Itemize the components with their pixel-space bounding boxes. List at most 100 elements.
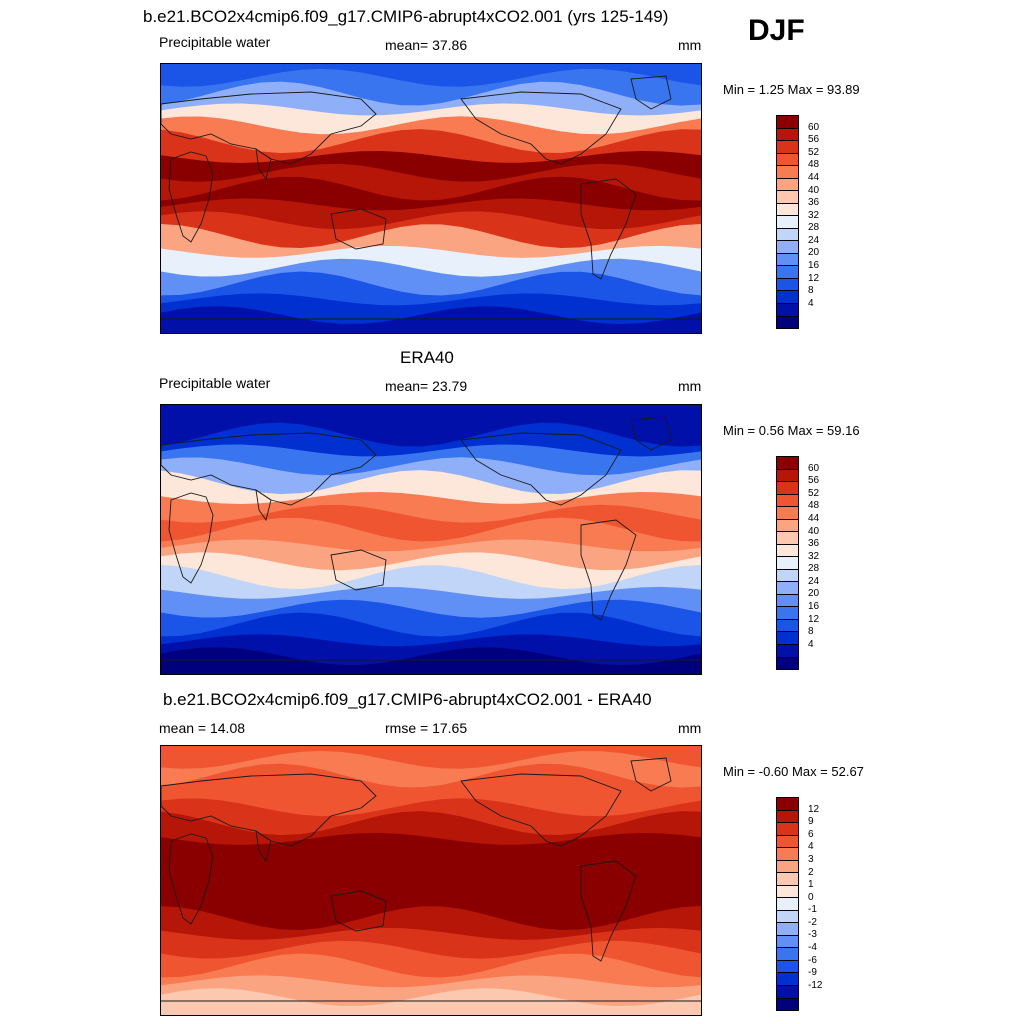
colorbar-tick-label: -4 xyxy=(808,942,817,954)
panel-2-title: ERA40 xyxy=(400,348,454,367)
coastline xyxy=(161,773,377,847)
colorbar-swatch xyxy=(777,885,798,899)
colorbar-tick-label: 9 xyxy=(808,816,814,828)
colorbar-swatch xyxy=(777,519,798,533)
colorbar-swatch xyxy=(777,644,798,658)
colorbar-swatch xyxy=(777,544,798,558)
colorbar-tick-label: 28 xyxy=(808,222,820,234)
field-contour-band xyxy=(161,306,701,333)
colorbar-tick-label: 3 xyxy=(808,853,814,865)
colorbar-swatch xyxy=(777,494,798,508)
colorbar-swatch xyxy=(777,948,798,961)
panel-3-map xyxy=(160,745,702,1016)
colorbar-tick-label: 52 xyxy=(808,487,820,499)
colorbar-tick-label: 28 xyxy=(808,563,820,575)
panel-2-variable-label: Precipitable water xyxy=(159,375,271,391)
colorbar-swatch xyxy=(777,303,798,317)
coastline xyxy=(630,757,672,792)
colorbar-swatch xyxy=(777,657,798,670)
coastline xyxy=(330,890,387,932)
colorbar-tick-label: 4 xyxy=(808,297,814,309)
colorbar-tick-label: 6 xyxy=(808,828,814,840)
coastline xyxy=(255,830,272,863)
colorbar-swatch xyxy=(777,291,798,304)
colorbar-tick-label: 2 xyxy=(808,866,814,878)
colorbar-swatch xyxy=(777,619,798,633)
panel-3-title: b.e21.BCO2x4cmip6.f09_g17.CMIP6-abrupt4x… xyxy=(163,690,652,709)
colorbar-swatch xyxy=(777,191,798,204)
panel-2-colorbar-ticks: 60 56 52 48 44 40 36 32 28 24 20 16 12 8 4 xyxy=(808,456,848,670)
panel-1-mean-label: mean= 37.86 xyxy=(385,37,468,53)
colorbar-tick-label: -12 xyxy=(808,979,823,991)
field-contour-band xyxy=(161,988,701,1015)
colorbar-swatch xyxy=(777,469,798,483)
colorbar-tick-label: 36 xyxy=(808,197,820,209)
colorbar-tick-label: -9 xyxy=(808,967,817,979)
colorbar-swatch xyxy=(777,178,798,192)
colorbar-swatch xyxy=(777,848,798,861)
coastline xyxy=(330,208,387,250)
colorbar-tick-label: -3 xyxy=(808,929,817,941)
panel-3-mean-label: mean = 14.08 xyxy=(159,720,246,736)
colorbar-swatch xyxy=(777,569,798,583)
colorbar-tick-label: -6 xyxy=(808,954,817,966)
colorbar-tick-label: 4 xyxy=(808,638,814,650)
panel-3-rmse-label: rmse = 17.65 xyxy=(385,720,468,736)
colorbar-tick-label: -1 xyxy=(808,904,817,916)
colorbar-swatch xyxy=(777,316,798,329)
colorbar-tick-label: 24 xyxy=(808,575,820,587)
colorbar-swatch xyxy=(777,823,798,836)
panel-3-coastlines xyxy=(161,757,701,1002)
colorbar-swatch xyxy=(777,835,798,849)
colorbar-swatch xyxy=(777,141,798,154)
colorbar-tick-label: 32 xyxy=(808,209,820,221)
colorbar-tick-label: 52 xyxy=(808,146,820,158)
colorbar-tick-label: 44 xyxy=(808,512,820,524)
colorbar-tick-label: 32 xyxy=(808,550,820,562)
panel-1-colorbar-ticks: 60 56 52 48 44 40 36 32 28 24 20 16 12 8 4 xyxy=(808,115,848,329)
panel-1-field-bands xyxy=(161,64,701,333)
colorbar-swatch xyxy=(777,153,798,167)
colorbar-swatch xyxy=(777,860,798,874)
coastline xyxy=(580,178,637,280)
colorbar-tick-label: 12 xyxy=(808,272,820,284)
colorbar-tick-label: 8 xyxy=(808,285,814,297)
panel-3-field-bands xyxy=(161,746,701,1015)
colorbar-swatch xyxy=(777,985,798,999)
colorbar-tick-label: 48 xyxy=(808,159,820,171)
season-label: DJF xyxy=(748,14,805,47)
colorbar-swatch xyxy=(777,116,798,129)
colorbar-swatch xyxy=(777,923,798,936)
coastline xyxy=(630,75,672,110)
colorbar-swatch xyxy=(777,810,798,824)
colorbar-swatch xyxy=(777,266,798,279)
colorbar-tick-label: 4 xyxy=(808,841,814,853)
colorbar-tick-label: 60 xyxy=(808,121,820,133)
coastline xyxy=(161,91,377,165)
colorbar-swatch xyxy=(777,935,798,949)
panel-2-units-label: mm xyxy=(678,378,702,394)
colorbar-tick-label: 24 xyxy=(808,234,820,246)
colorbar-tick-label: 12 xyxy=(808,613,820,625)
colorbar-swatch xyxy=(777,457,798,470)
panel-1-units-label: mm xyxy=(678,37,702,53)
panel-1-title: b.e21.BCO2x4cmip6.f09_g17.CMIP6-abrupt4x… xyxy=(143,7,669,26)
panel-3-colorbar-ticks: 12 9 6 4 3 2 1 0 -1 -2 -3 -4 -6 -9 -12 xyxy=(808,797,848,1011)
colorbar-swatch xyxy=(777,960,798,974)
coastline xyxy=(330,549,387,591)
colorbar-swatch xyxy=(777,973,798,986)
colorbar-tick-label: -2 xyxy=(808,916,817,928)
colorbar-tick-label: 20 xyxy=(808,247,820,259)
colorbar-swatch xyxy=(777,482,798,495)
panel-1-minmax: Min = 1.25 Max = 93.89 xyxy=(723,82,860,97)
coastline xyxy=(580,519,637,621)
field-contour-band xyxy=(161,647,701,674)
colorbar-tick-label: 12 xyxy=(808,803,820,815)
panel-3-colorbar xyxy=(776,797,799,1011)
colorbar-swatch xyxy=(777,594,798,608)
coastline xyxy=(460,432,622,506)
colorbar-swatch xyxy=(777,166,798,179)
colorbar-swatch xyxy=(777,278,798,292)
colorbar-tick-label: 1 xyxy=(808,879,814,891)
colorbar-tick-label: 16 xyxy=(808,601,820,613)
